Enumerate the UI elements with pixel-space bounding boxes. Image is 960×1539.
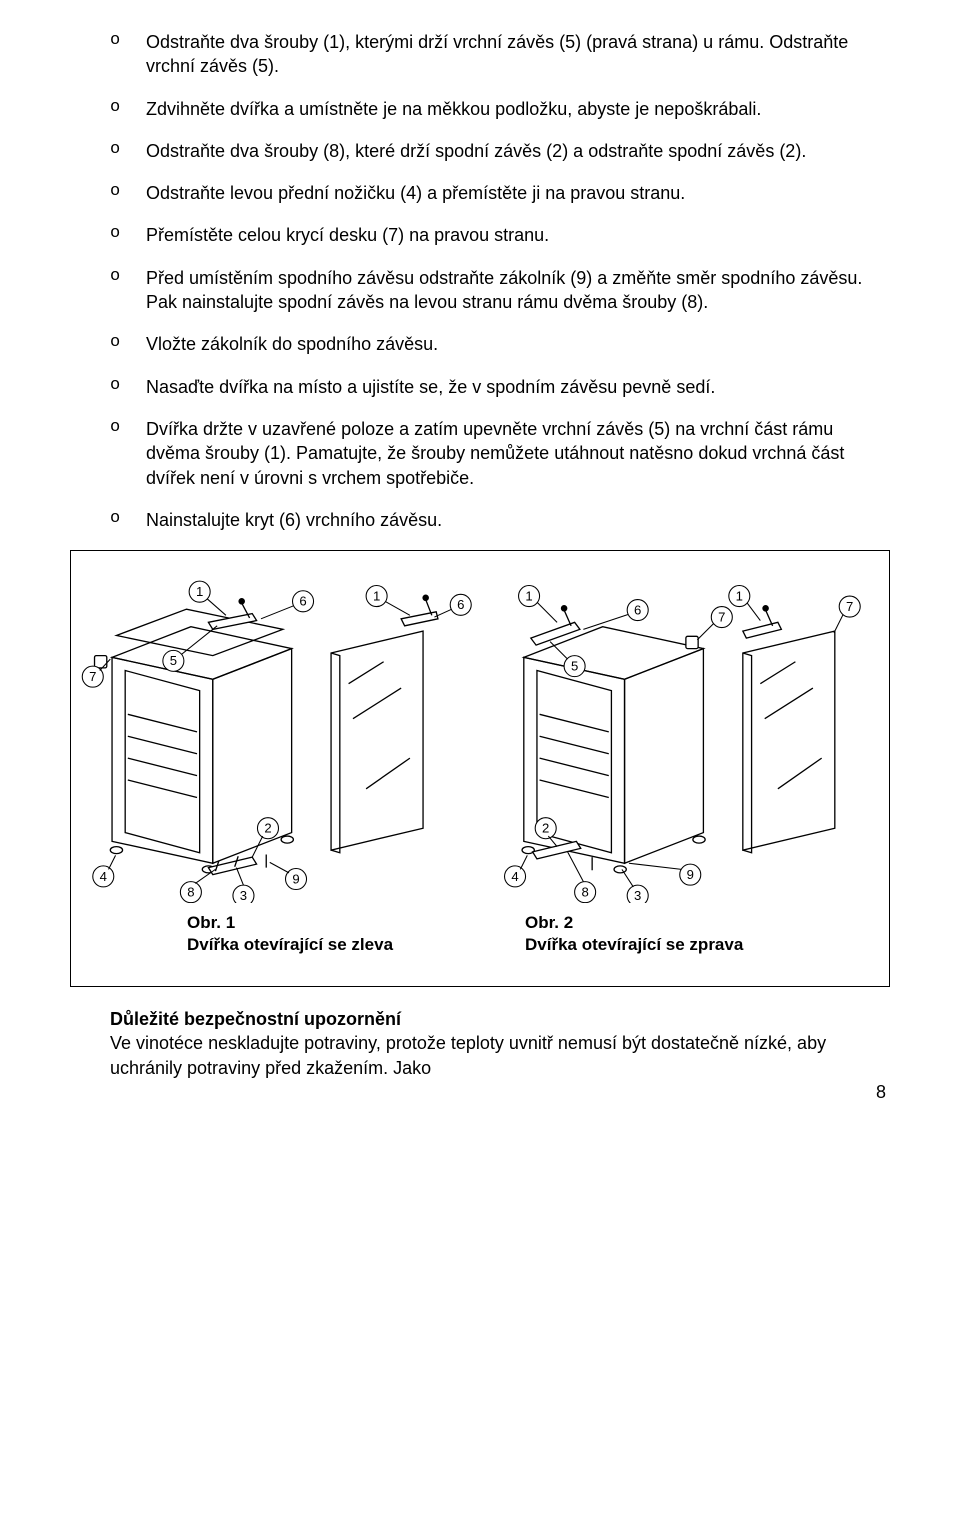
instruction-list: Odstraňte dva šrouby (1), kterými drží v… bbox=[110, 30, 890, 532]
svg-text:5: 5 bbox=[170, 653, 177, 668]
svg-text:4: 4 bbox=[511, 869, 518, 884]
figure-1: 1 6 5 7 4 8 bbox=[77, 561, 480, 908]
svg-text:1: 1 bbox=[373, 589, 380, 604]
list-item: Nainstalujte kryt (6) vrchního závěsu. bbox=[110, 508, 890, 532]
list-item: Dvířka držte v uzavřené poloze a zatím u… bbox=[110, 417, 890, 490]
svg-text:6: 6 bbox=[299, 594, 306, 609]
figure-2-caption-text: Dvířka otevírající se zprava bbox=[525, 935, 743, 954]
list-item: Nasaďte dvířka na místo a ujistíte se, ž… bbox=[110, 375, 890, 399]
figure-2-caption: Obr. 2 Dvířka otevírající se zprava bbox=[495, 912, 873, 956]
svg-text:2: 2 bbox=[542, 821, 549, 836]
svg-text:8: 8 bbox=[581, 885, 588, 900]
list-item: Odstraňte dva šrouby (1), kterými drží v… bbox=[110, 30, 890, 79]
figure-2-svg: 1 6 7 5 4 2 bbox=[480, 561, 883, 903]
svg-text:9: 9 bbox=[687, 867, 694, 882]
svg-text:6: 6 bbox=[457, 597, 464, 612]
page-content: Odstraňte dva šrouby (1), kterými drží v… bbox=[0, 0, 960, 1123]
safety-body: Ve vinotéce neskladujte potraviny, proto… bbox=[110, 1033, 826, 1077]
svg-text:2: 2 bbox=[264, 821, 271, 836]
svg-text:7: 7 bbox=[89, 669, 96, 684]
figure-1-caption: Obr. 1 Dvířka otevírající se zleva bbox=[87, 912, 495, 956]
figure-panel: 1 6 5 7 4 8 bbox=[70, 550, 890, 987]
safety-heading: Důležité bezpečnostní upozornění bbox=[110, 1009, 401, 1029]
page-number: 8 bbox=[70, 1082, 890, 1103]
svg-text:1: 1 bbox=[525, 589, 532, 604]
list-item: Před umístěním spodního závěsu odstraňte… bbox=[110, 266, 890, 315]
list-item: Odstraňte dva šrouby (8), které drží spo… bbox=[110, 139, 890, 163]
caption-row: Obr. 1 Dvířka otevírající se zleva Obr. … bbox=[77, 912, 883, 956]
svg-text:1: 1 bbox=[196, 584, 203, 599]
svg-text:9: 9 bbox=[292, 872, 299, 887]
figure-2: 1 6 7 5 4 2 bbox=[480, 561, 883, 908]
svg-text:7: 7 bbox=[718, 610, 725, 625]
svg-text:8: 8 bbox=[187, 885, 194, 900]
safety-notice: Důležité bezpečnostní upozornění Ve vino… bbox=[110, 1007, 890, 1080]
svg-text:4: 4 bbox=[100, 869, 107, 884]
figure-2-caption-title: Obr. 2 bbox=[525, 913, 573, 932]
svg-text:6: 6 bbox=[634, 603, 641, 618]
figure-1-svg: 1 6 5 7 4 8 bbox=[77, 561, 480, 903]
svg-text:7: 7 bbox=[846, 599, 853, 614]
list-item: Zdvihněte dvířka a umístněte je na měkko… bbox=[110, 97, 890, 121]
list-item: Odstraňte levou přední nožičku (4) a pře… bbox=[110, 181, 890, 205]
figure-1-caption-title: Obr. 1 bbox=[187, 913, 235, 932]
list-item: Přemístěte celou krycí desku (7) na prav… bbox=[110, 223, 890, 247]
figure-row: 1 6 5 7 4 8 bbox=[77, 561, 883, 908]
svg-text:5: 5 bbox=[571, 659, 578, 674]
svg-text:1: 1 bbox=[736, 589, 743, 604]
svg-text:3: 3 bbox=[240, 888, 247, 903]
svg-text:3: 3 bbox=[634, 888, 641, 903]
list-item: Vložte zákolník do spodního závěsu. bbox=[110, 332, 890, 356]
figure-1-caption-text: Dvířka otevírající se zleva bbox=[187, 935, 393, 954]
